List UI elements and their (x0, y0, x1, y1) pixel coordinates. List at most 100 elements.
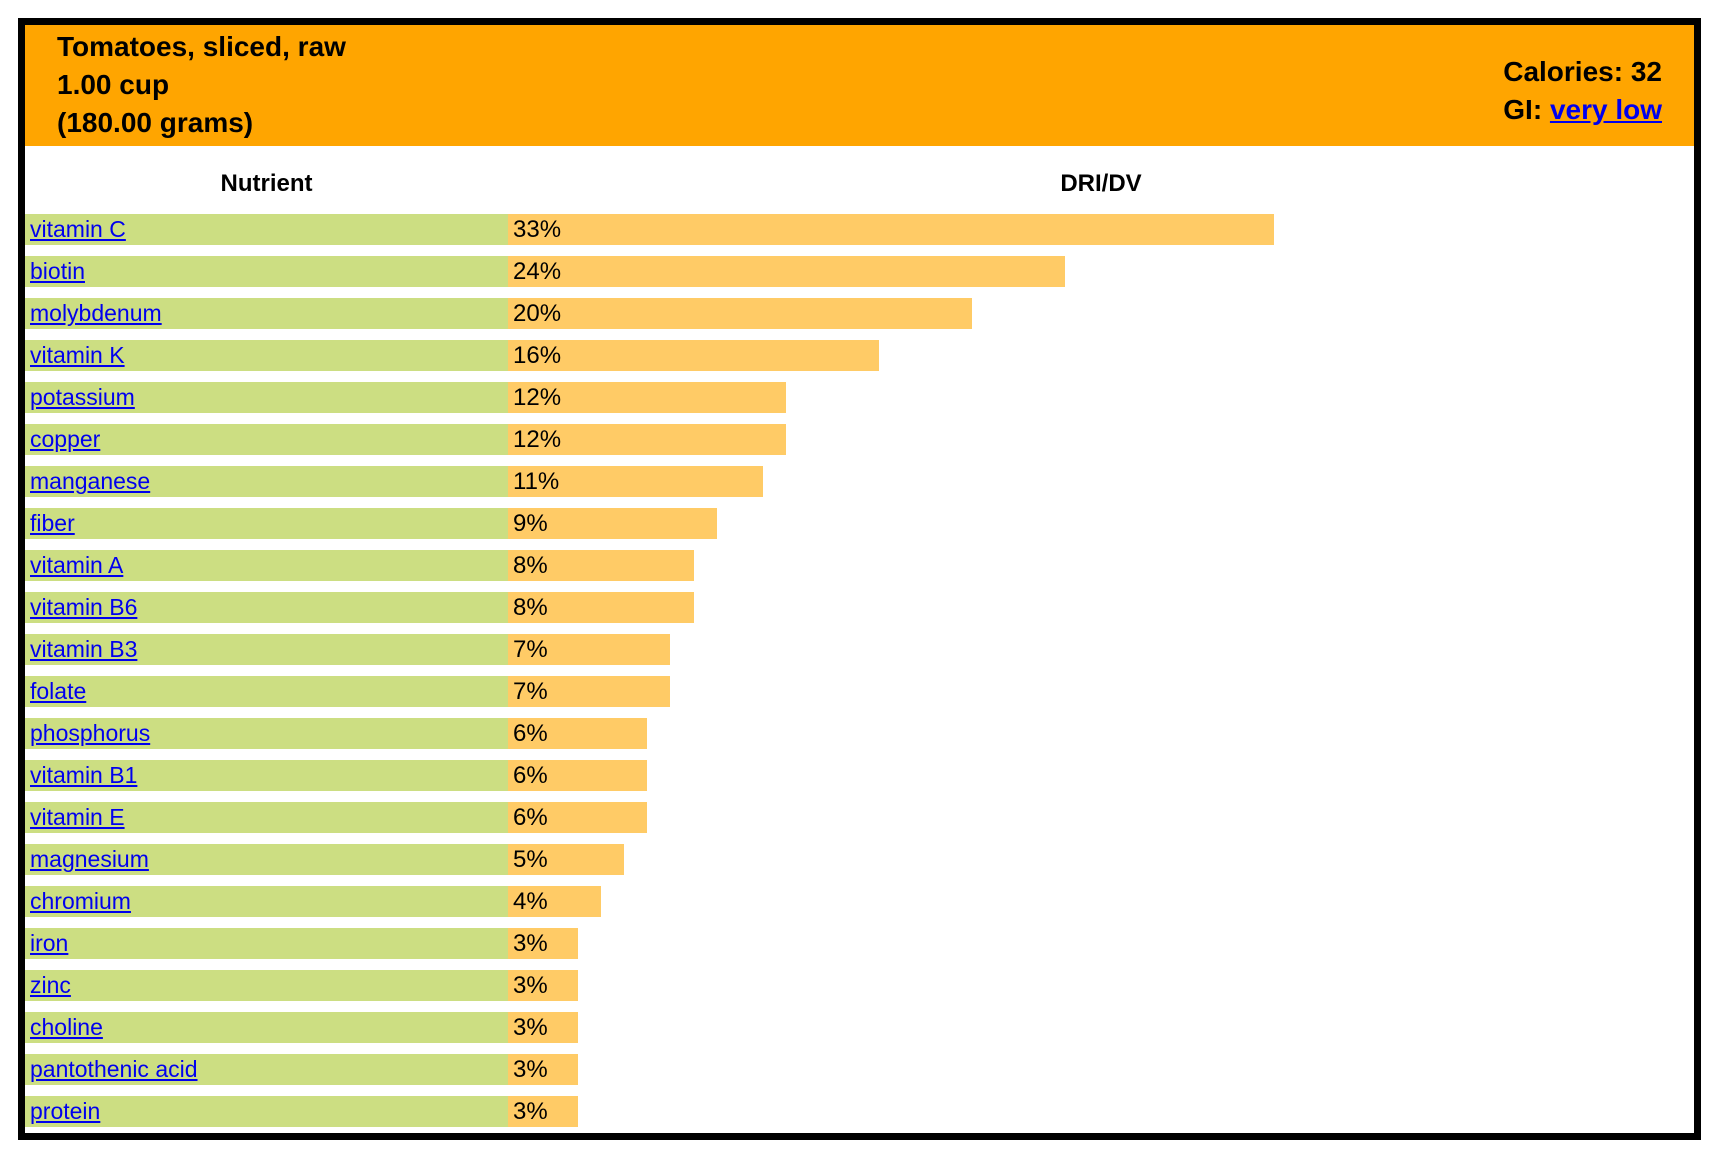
nutrient-cell: zinc (25, 970, 508, 1001)
column-header-nutrient: Nutrient (220, 170, 313, 197)
dri-dv-bar: 24% (508, 256, 1065, 287)
gi-line: GI: very low (1503, 91, 1662, 129)
food-header-stats: Calories: 32 GI: very low (1503, 53, 1662, 129)
dri-dv-value: 3% (513, 929, 548, 957)
dri-dv-bar: 12% (508, 382, 786, 413)
nutrient-row: vitamin B1 6% (25, 760, 1694, 791)
calories-value: 32 (1630, 56, 1662, 87)
dri-dv-bar: 3% (508, 1096, 578, 1127)
dri-dv-bar: 33% (508, 214, 1274, 245)
nutrient-row: vitamin B6 8% (25, 592, 1694, 623)
food-title-grams: (180.00 grams) (57, 107, 254, 138)
nutrient-row: vitamin C 33% (25, 214, 1694, 245)
nutrient-link[interactable]: protein (30, 1098, 101, 1124)
nutrient-link[interactable]: manganese (30, 468, 151, 494)
nutrient-cell: copper (25, 424, 508, 455)
nutrient-row: manganese 11% (25, 466, 1694, 497)
nutrient-cell: vitamin K (25, 340, 508, 371)
nutrient-link[interactable]: chromium (30, 888, 131, 914)
nutrient-cell: phosphorus (25, 718, 508, 749)
nutrient-link[interactable]: vitamin A (30, 552, 124, 578)
dri-dv-value: 7% (513, 677, 548, 705)
nutrient-link[interactable]: molybdenum (30, 300, 162, 326)
nutrient-link[interactable]: copper (30, 426, 101, 452)
nutrient-link[interactable]: folate (30, 678, 87, 704)
dri-dv-value: 9% (513, 509, 548, 537)
gi-link[interactable]: very low (1549, 94, 1662, 125)
dri-dv-value: 3% (513, 1097, 548, 1125)
nutrient-link[interactable]: vitamin E (30, 804, 125, 830)
nutrient-cell: vitamin B3 (25, 634, 508, 665)
calories-line: Calories: 32 (1503, 53, 1662, 91)
nutrient-row: chromium 4% (25, 886, 1694, 917)
dri-dv-value: 5% (513, 845, 548, 873)
food-header: Tomatoes, sliced, raw 1.00 cup (180.00 g… (25, 25, 1694, 146)
nutrient-row: fiber 9% (25, 508, 1694, 539)
nutrient-cell: biotin (25, 256, 508, 287)
nutrient-link[interactable]: fiber (30, 510, 75, 536)
nutrient-profile-card: Tomatoes, sliced, raw 1.00 cup (180.00 g… (18, 18, 1701, 1140)
nutrient-cell: fiber (25, 508, 508, 539)
food-title-name: Tomatoes, sliced, raw (57, 31, 346, 62)
nutrient-link[interactable]: choline (30, 1014, 103, 1040)
nutrient-cell: vitamin A (25, 550, 508, 581)
nutrient-cell: vitamin C (25, 214, 508, 245)
nutrient-row: protein 3% (25, 1096, 1694, 1127)
nutrient-row: choline 3% (25, 1012, 1694, 1043)
nutrient-row: vitamin K 16% (25, 340, 1694, 371)
dri-dv-bar: 6% (508, 802, 647, 833)
dri-dv-value: 3% (513, 1055, 548, 1083)
nutrient-link[interactable]: vitamin B1 (30, 762, 138, 788)
nutrient-link[interactable]: pantothenic acid (30, 1056, 198, 1082)
dri-dv-bar: 3% (508, 970, 578, 1001)
nutrient-cell: pantothenic acid (25, 1054, 508, 1085)
nutrient-link[interactable]: vitamin B6 (30, 594, 138, 620)
dri-dv-bar: 3% (508, 1054, 578, 1085)
dri-dv-bar: 20% (508, 298, 972, 329)
nutrient-row: copper 12% (25, 424, 1694, 455)
nutrient-row: magnesium 5% (25, 844, 1694, 875)
nutrient-link[interactable]: vitamin B3 (30, 636, 138, 662)
nutrient-link[interactable]: zinc (30, 972, 71, 998)
dri-dv-value: 8% (513, 593, 548, 621)
nutrient-link[interactable]: biotin (30, 258, 85, 284)
dri-dv-bar: 9% (508, 508, 717, 539)
nutrient-cell: folate (25, 676, 508, 707)
nutrient-cell: vitamin B1 (25, 760, 508, 791)
nutrient-link[interactable]: phosphorus (30, 720, 151, 746)
dri-dv-value: 11% (513, 467, 560, 495)
dri-dv-value: 6% (513, 719, 548, 747)
nutrient-rows: vitamin C 33% biotin 24% molybdenum 20% vitami… (25, 214, 1694, 1127)
nutrient-row: biotin 24% (25, 256, 1694, 287)
dri-dv-bar: 16% (508, 340, 879, 371)
dri-dv-value: 7% (513, 635, 548, 663)
dri-dv-bar: 12% (508, 424, 786, 455)
dri-dv-bar: 11% (508, 466, 763, 497)
column-header-dri-dv: DRI/DV (1060, 170, 1142, 197)
dri-dv-value: 3% (513, 1013, 548, 1041)
dri-dv-bar: 4% (508, 886, 601, 917)
nutrient-link[interactable]: magnesium (30, 846, 149, 872)
nutrient-row: iron 3% (25, 928, 1694, 959)
dri-dv-value: 6% (513, 761, 548, 789)
nutrient-link[interactable]: vitamin K (30, 342, 125, 368)
nutrient-row: zinc 3% (25, 970, 1694, 1001)
dri-dv-bar: 5% (508, 844, 624, 875)
nutrient-row: vitamin A 8% (25, 550, 1694, 581)
column-headers: Nutrient DRI/DV (25, 146, 1694, 214)
dri-dv-bar: 6% (508, 760, 647, 791)
dri-dv-value: 6% (513, 803, 548, 831)
nutrient-link[interactable]: vitamin C (30, 216, 126, 242)
dri-dv-bar: 7% (508, 634, 670, 665)
nutrient-link[interactable]: iron (30, 930, 69, 956)
dri-dv-value: 20% (513, 299, 562, 327)
dri-dv-bar: 3% (508, 1012, 578, 1043)
nutrient-row: pantothenic acid 3% (25, 1054, 1694, 1085)
dri-dv-value: 16% (513, 341, 562, 369)
gi-label: GI: (1503, 94, 1543, 125)
nutrient-link[interactable]: potassium (30, 384, 135, 410)
dri-dv-bar: 8% (508, 550, 694, 581)
food-title-serving: 1.00 cup (57, 69, 170, 100)
nutrient-cell: vitamin B6 (25, 592, 508, 623)
